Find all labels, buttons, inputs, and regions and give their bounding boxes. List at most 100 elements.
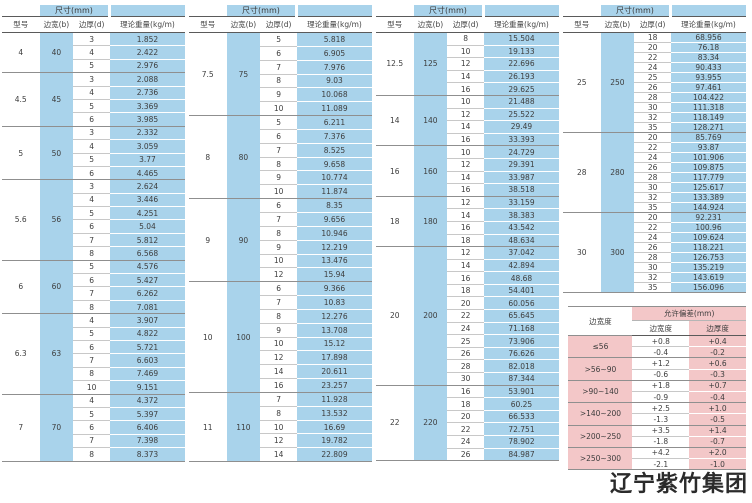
thickness-cell: 16: [447, 220, 484, 234]
weight-header: 理论重量(kg/m): [670, 16, 746, 33]
thickness-cell: 35: [634, 282, 671, 293]
thickness-cell: 16: [447, 82, 484, 96]
thickness-cell: 16: [447, 271, 484, 285]
thickness-cell: 5: [260, 115, 297, 130]
weight-cell: 6.905: [296, 45, 372, 61]
thickness-cell: 5: [73, 326, 110, 341]
model-cell: 28: [563, 132, 601, 213]
weight-cell: 25.522: [483, 107, 559, 121]
size-table: 尺寸(mm) 型号 边宽(b) 边厚(d) 理论重量(kg/m) 7.5 75 5 5.818 6…: [189, 5, 372, 463]
weight-cell: 7.469: [109, 366, 185, 381]
width-deviation-cell: -0.6: [632, 368, 690, 381]
weight-cell: 85.769: [670, 132, 746, 143]
thickness-cell: 12: [260, 267, 297, 282]
corner-blank: [189, 5, 227, 17]
weight-cell: 16.69: [296, 419, 372, 434]
thickness-cell: 35: [634, 202, 671, 213]
width-cell: 280: [600, 132, 635, 213]
range-cell: >200~250: [568, 424, 633, 448]
table-row: 4 2.422: [2, 45, 185, 60]
table-row: 5 4.822: [2, 326, 185, 341]
thickness-cell: 25: [634, 72, 671, 83]
table-row: 16 160 10 24.729: [376, 145, 559, 197]
width-cell: 110: [226, 391, 261, 462]
width-deviation-cell: -0.4: [632, 346, 690, 358]
width-cell: 70: [39, 393, 74, 461]
width-cell: 100: [226, 281, 261, 393]
model-header: 型号: [189, 16, 227, 33]
model-cell: 22: [376, 384, 414, 461]
table-row: 7 6.262: [2, 286, 185, 301]
model-cell: 4.5: [2, 72, 40, 127]
width-cell: 90: [226, 198, 261, 282]
width-deviation-cell: +0.8: [632, 334, 690, 347]
thickness-cell: 6: [260, 128, 297, 144]
thickness-cell: 24: [634, 62, 671, 73]
size-header-extension: [483, 5, 559, 17]
table-row: 8 9.03: [189, 73, 372, 88]
thickness-cell: 26: [634, 162, 671, 173]
weight-cell: 15.12: [296, 336, 372, 351]
weight-cell: 68.956: [670, 32, 746, 43]
weight-cell: 71.168: [483, 321, 559, 335]
width-cell: 50: [39, 125, 74, 180]
table-row: 8 8.373: [2, 447, 185, 461]
tolerance-header-row: 边宽度 允许偏差(mm): [568, 306, 746, 336]
weight-cell: 5.812: [109, 232, 185, 247]
weight-cell: 5.818: [296, 32, 372, 47]
thickness-cell: 9: [260, 170, 297, 185]
thickness-cell: 6: [73, 339, 110, 354]
width-cell: 63: [39, 313, 74, 395]
table-row: 18 54.401: [376, 283, 559, 297]
thickness-cell: 12: [447, 157, 484, 172]
weight-cell: 7.376: [296, 128, 372, 144]
thickness-cell: 10: [260, 419, 297, 434]
size-header-row: 尺寸(mm): [2, 5, 185, 17]
thickness-cell: 4: [73, 45, 110, 60]
thickness-cell: 14: [447, 69, 484, 83]
width-header: 边宽(b): [600, 16, 635, 33]
model-cell: 6.3: [2, 313, 40, 395]
table-row: 22 72.751: [376, 422, 559, 436]
weight-cell: 84.987: [483, 447, 559, 461]
table-row: 8 9.658: [189, 156, 372, 171]
weight-cell: 33.159: [483, 195, 559, 209]
table-row: 26 109.875: [563, 162, 746, 173]
table-row: 26 118.221: [563, 242, 746, 253]
thickness-cell: 7: [73, 286, 110, 301]
thickness-cell: 12: [260, 433, 297, 448]
size-header-row: 尺寸(mm): [376, 5, 559, 17]
thickness-cell: 16: [260, 378, 297, 393]
model-cell: 9: [189, 198, 227, 282]
tolerance-row: >250~300 +4.2 +2.0: [568, 446, 746, 470]
thickness-cell: 26: [447, 447, 484, 461]
weight-cell: 10.83: [296, 295, 372, 310]
table-row: 12 15.94: [189, 267, 372, 282]
thickness-cell: 16: [447, 132, 484, 146]
table-row: 25 93.955: [563, 72, 746, 83]
width-deviation-cell: +3.5: [632, 424, 690, 437]
thickness-cell: 32: [634, 112, 671, 123]
weight-cell: 87.344: [483, 372, 559, 386]
weight-cell: 6.568: [109, 246, 185, 261]
weight-cell: 117.779: [670, 172, 746, 183]
size-header-row: 尺寸(mm): [563, 5, 746, 17]
thickness-cell: 5: [73, 406, 110, 421]
thickness-cell: 28: [634, 172, 671, 183]
table-row: 24 101.906: [563, 152, 746, 163]
model-cell: 8: [189, 115, 227, 199]
weight-cell: 10.068: [296, 87, 372, 102]
table-row: 30 135.219: [563, 262, 746, 273]
table-row: 22 65.645: [376, 309, 559, 323]
model-cell: 4: [2, 31, 40, 73]
thickness-cell: 20: [634, 42, 671, 53]
thickness-cell: 8: [260, 73, 297, 88]
table-row: 12.5 125 8 15.504: [376, 32, 559, 96]
weight-cell: 3.907: [109, 313, 185, 328]
weight-cell: 9.656: [296, 211, 372, 227]
table-row: 7 6.603: [2, 353, 185, 368]
thickness-cell: 32: [634, 272, 671, 283]
thickness-cell: 30: [634, 102, 671, 113]
thickness-cell: 4: [73, 393, 110, 408]
thickness-cell: 6: [73, 273, 110, 287]
